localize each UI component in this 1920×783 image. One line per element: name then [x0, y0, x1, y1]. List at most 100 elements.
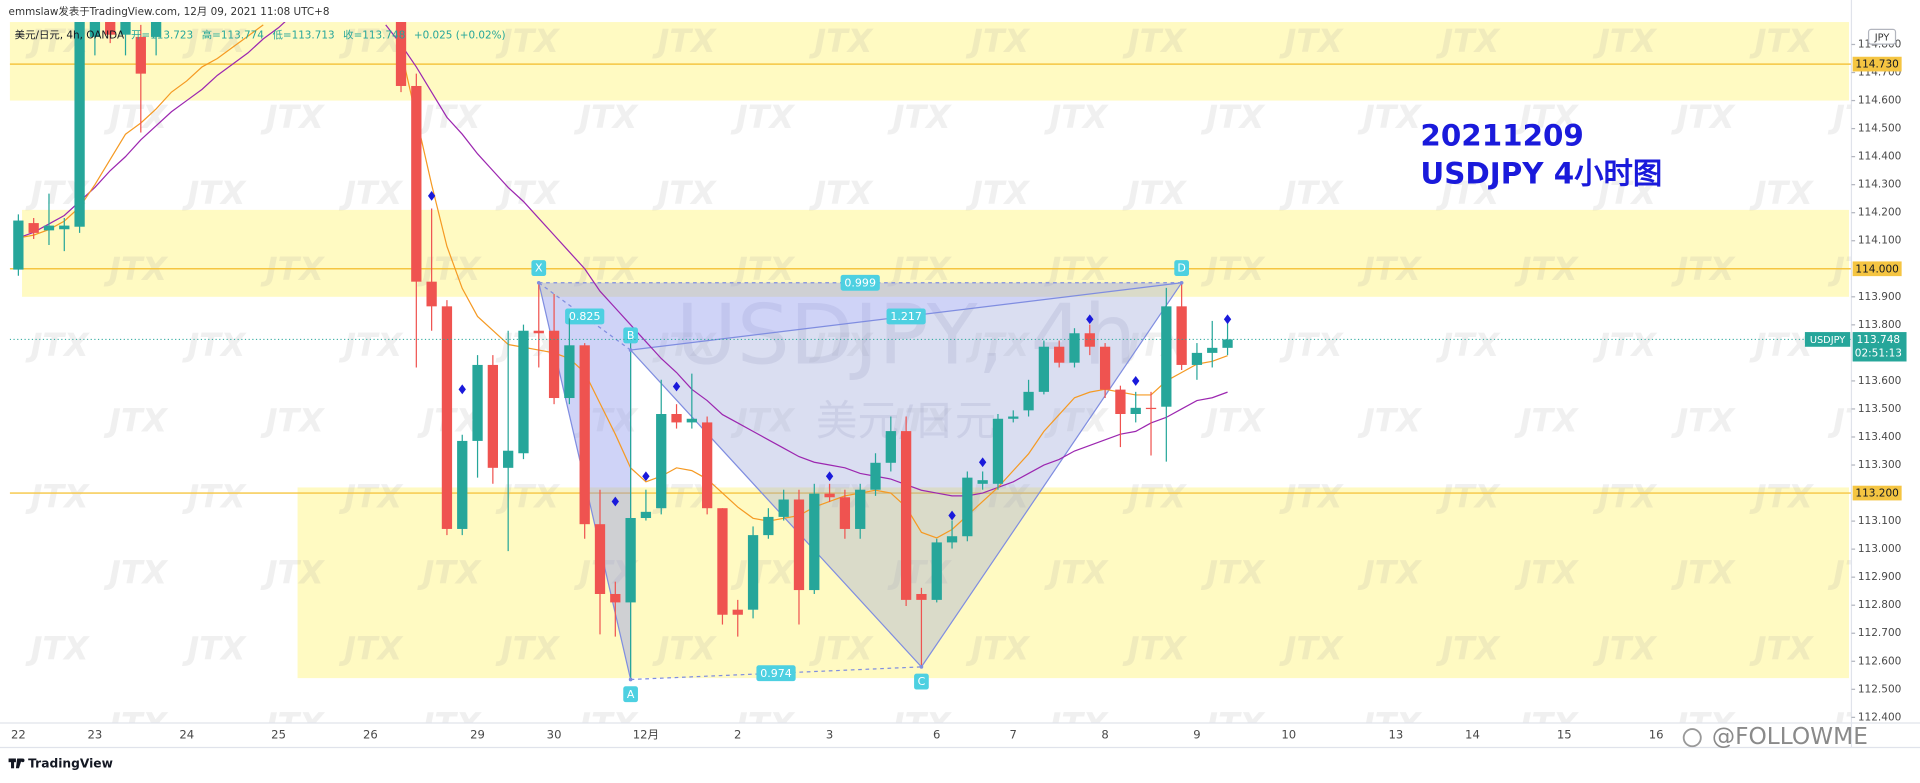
- watermark: JTX: [1278, 478, 1344, 516]
- watermark: JTX: [808, 630, 874, 668]
- legend-field: 开=113.723: [131, 30, 193, 42]
- candle-body: [885, 431, 896, 463]
- pattern-label-box: [914, 673, 929, 690]
- pattern-point: [919, 665, 924, 669]
- y-tick-label: 112.700: [1858, 627, 1901, 639]
- watermark: JTX: [338, 174, 404, 212]
- candle-body: [625, 518, 636, 603]
- watermark: JTX: [965, 326, 1031, 364]
- footer-watermark: @FOLLOWME: [1712, 723, 1868, 750]
- pattern-label-box: [1174, 260, 1189, 277]
- candle-body: [686, 418, 697, 423]
- candle-body: [1069, 333, 1080, 363]
- watermark: JTX: [1592, 174, 1658, 212]
- y-tick-label: 113.000: [1858, 543, 1901, 555]
- y-tick-label: 113.500: [1858, 403, 1901, 415]
- watermark: JTX: [1749, 22, 1815, 60]
- candle-body: [503, 450, 514, 468]
- pattern-label: A: [627, 688, 635, 701]
- pattern-line: [630, 666, 922, 681]
- pattern-line: [630, 349, 922, 668]
- pattern-label: C: [918, 675, 926, 688]
- candle-body: [900, 431, 912, 600]
- candle-body: [426, 281, 437, 307]
- watermark: JTX: [652, 22, 718, 60]
- watermark: JTX: [260, 402, 326, 440]
- y-tick-label: 114.300: [1858, 179, 1901, 191]
- ratio-box: [840, 274, 880, 291]
- zone: [9, 22, 1849, 101]
- watermark: JTX: [1435, 174, 1501, 212]
- footer-logo: [8, 758, 25, 769]
- candle-body: [135, 36, 146, 74]
- watermark: JTX: [652, 630, 718, 668]
- x-tick-label: 9: [1193, 728, 1200, 742]
- watermark: JTX: [181, 630, 247, 668]
- watermark: JTX: [573, 98, 639, 136]
- author-line: emmslaw发表于TradingView.com, 12月 09, 2021 …: [9, 5, 330, 18]
- watermark: JTX: [1122, 478, 1188, 516]
- signal-marker: [1223, 314, 1232, 325]
- followme-logo: [1682, 728, 1702, 748]
- x-tick-label: 2: [734, 728, 741, 742]
- watermark: JTX: [1670, 402, 1736, 440]
- pattern-label: X: [535, 262, 543, 275]
- candle-body: [656, 414, 667, 509]
- candle-body: [411, 85, 422, 282]
- watermark: JTX: [495, 630, 561, 668]
- x-tick-label: 3: [826, 728, 833, 742]
- candle-body: [441, 306, 453, 529]
- candle-body: [1008, 416, 1019, 419]
- signal-marker: [1132, 376, 1140, 386]
- candle-body: [89, 22, 101, 37]
- watermark: JTX: [1514, 706, 1580, 744]
- candle-body: [43, 225, 55, 231]
- watermark: JTX: [25, 630, 91, 668]
- moving-average: [385, 24, 1228, 497]
- watermark: JTX: [808, 174, 874, 212]
- watermark: JTX: [495, 22, 561, 60]
- watermark: JTX: [416, 98, 482, 136]
- candle-body: [1161, 306, 1172, 407]
- pattern-point: [536, 280, 541, 285]
- candle-body: [931, 542, 942, 600]
- watermark: JTX: [1670, 706, 1736, 744]
- y-tick-label: 113.600: [1858, 375, 1901, 387]
- watermark: JTX: [260, 98, 326, 136]
- signal-marker: [642, 471, 650, 482]
- symbol-label: USDJPY: [1810, 335, 1845, 346]
- watermark: JTX: [1043, 554, 1109, 592]
- watermark: JTX: [1435, 478, 1501, 516]
- candle-body: [977, 480, 988, 484]
- currency: JPY: [1874, 32, 1890, 43]
- watermark: JTX: [25, 478, 91, 516]
- watermark: JTX: [338, 478, 404, 516]
- legend-field: 高=113.774: [202, 29, 265, 42]
- watermark: JTX: [652, 174, 718, 212]
- countdown-label: 02:51:13: [1855, 348, 1902, 360]
- candle-body: [594, 524, 606, 594]
- watermark: JTX: [1278, 630, 1344, 668]
- legend: 美元/日元, 4h, OANDA 开=113.723 高=113.774 低=113.…: [15, 29, 506, 42]
- legend-field: 低=113.713: [272, 29, 334, 42]
- x-tick-label: 13: [1389, 728, 1404, 742]
- legend-field: 收=113.748: [343, 29, 405, 42]
- axes: 112.400 112.500 112.600 112.700 112.800 112.9…: [11, 38, 1907, 742]
- annotation: USDJPY 4小时图: [1420, 157, 1662, 191]
- candle-body: [1222, 339, 1233, 348]
- y-tick-label: 112.900: [1858, 571, 1901, 583]
- candle-body: [732, 609, 743, 615]
- watermark: JTX: [1357, 706, 1423, 744]
- watermark: JTX: [1435, 326, 1501, 364]
- x-tick-label: 29: [470, 728, 485, 742]
- y-tick-label: 112.800: [1858, 599, 1901, 611]
- watermark: JTX: [965, 174, 1031, 212]
- candle-body: [1023, 391, 1034, 411]
- watermark: JTX: [1435, 630, 1501, 668]
- watermark: JTX: [103, 402, 169, 440]
- watermark: JTX: [1200, 402, 1266, 440]
- y-tick-label: 113.300: [1858, 459, 1901, 471]
- watermark: JTX: [338, 22, 404, 60]
- candle-body: [1207, 347, 1218, 353]
